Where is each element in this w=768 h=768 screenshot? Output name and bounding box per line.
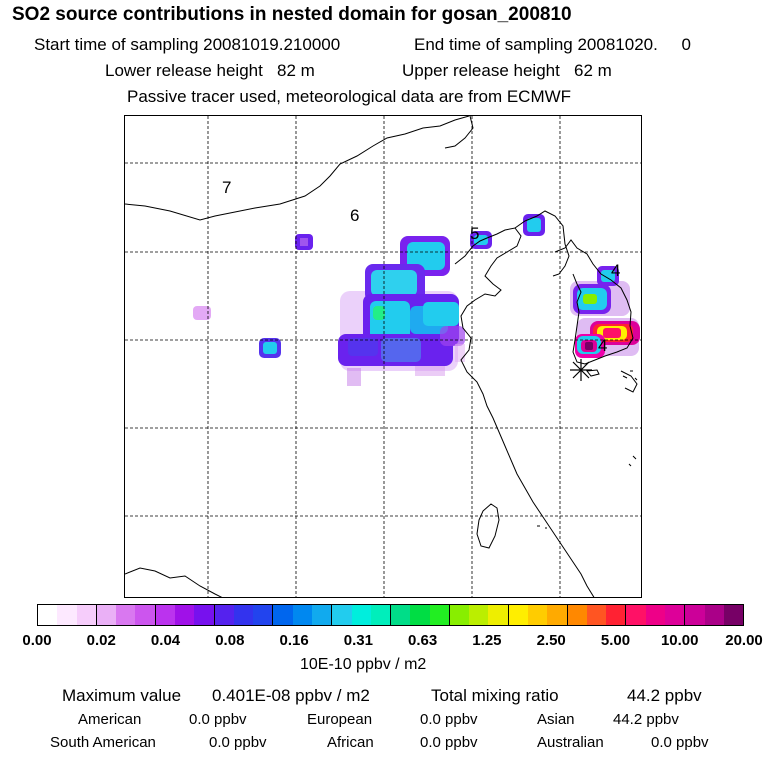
colorbar-swatch <box>429 605 450 625</box>
plot-title: SO2 source contributions in nested domai… <box>12 4 572 25</box>
colorbar-swatch <box>351 605 371 625</box>
colorbar-unit: 10E-10 ppbv / m2 <box>300 656 427 673</box>
colorbar-tick-label: 10.00 <box>660 632 699 649</box>
southwest-border <box>125 567 223 597</box>
source-value-african: 0.0 ppbv <box>420 734 478 751</box>
upper-release-text: Upper release height 62 m <box>402 61 612 80</box>
colorbar-swatch <box>586 605 607 625</box>
colorbar-tick-label: 20.00 <box>725 632 763 649</box>
colorbar-swatch <box>311 605 333 625</box>
colorbar-tick-label: 0.16 <box>279 632 309 649</box>
colorbar-swatch <box>214 605 234 625</box>
total-mixing-value: 44.2 ppbv <box>627 686 702 705</box>
plume-north-china <box>338 236 465 386</box>
colorbar-tick-label: 5.00 <box>600 632 631 649</box>
region-label-7: 7 <box>222 178 231 197</box>
lower-release-text: Lower release height 82 m <box>105 61 315 80</box>
colorbar-swatch <box>665 605 686 625</box>
colorbar-swatch <box>723 605 744 625</box>
tracer-note-text: Passive tracer used, meteorological data… <box>127 87 572 106</box>
source-value-european: 0.0 ppbv <box>420 711 478 728</box>
colorbar-swatch <box>332 605 352 625</box>
jeju-island <box>586 369 600 377</box>
colorbar-swatch <box>174 605 195 625</box>
colorbar-swatch <box>704 605 724 625</box>
colorbar-swatch <box>370 605 392 625</box>
max-value: 0.401E-08 ppbv / m2 <box>212 686 370 705</box>
total-mixing-label: Total mixing ratio <box>431 686 559 705</box>
colorbar-swatch <box>292 605 312 625</box>
region-label-4b: 4 <box>598 336 607 355</box>
max-value-label: Maximum value <box>62 686 182 705</box>
colorbar-swatch <box>645 605 665 625</box>
colorbar-swatch <box>76 605 97 625</box>
end-time-text: End time of sampling 20081020. 0 <box>414 35 691 54</box>
colorbar-swatch <box>155 605 175 625</box>
map-canvas: 7 6 5 4 4 <box>125 116 641 597</box>
colorbar-swatch <box>567 605 587 625</box>
source-name-american: American <box>78 711 142 728</box>
region-label-6: 6 <box>350 206 359 225</box>
korea-peninsula <box>554 239 634 365</box>
colorbar-tick-label: 0.63 <box>408 632 438 649</box>
colorbar-swatch <box>38 605 58 625</box>
china-mongolia-east <box>444 116 474 149</box>
colorbar-swatch <box>488 605 509 625</box>
liaodong-peninsula <box>514 210 570 277</box>
graticule <box>125 116 641 597</box>
source-name-european: European <box>307 711 373 728</box>
colorbar-swatch <box>410 605 430 625</box>
source-value-australian: 0.0 ppbv <box>651 734 709 751</box>
colorbar <box>37 604 744 626</box>
colorbar-swatch <box>253 605 274 625</box>
source-value-south-american: 0.0 ppbv <box>209 734 267 751</box>
colorbar-tick-label: 1.25 <box>472 632 502 649</box>
japan-kyushu-west <box>620 370 638 393</box>
taiwan-island <box>476 503 500 549</box>
region-label-5: 5 <box>470 224 479 243</box>
colorbar-swatch <box>233 605 254 625</box>
small-islands <box>537 370 638 529</box>
source-name-asian: Asian <box>537 711 575 728</box>
colorbar-tick-label: 0.00 <box>22 632 52 649</box>
source-value-asian: 44.2 ppbv <box>613 711 679 728</box>
source-name-australian: Australian <box>537 734 604 751</box>
source-value-american: 0.0 ppbv <box>189 711 247 728</box>
colorbar-swatch <box>273 605 293 625</box>
receptor-star-marker <box>570 359 592 381</box>
colorbar-tick-label: 0.04 <box>150 632 181 649</box>
coastline-layer <box>125 116 638 597</box>
source-name-african: African <box>327 734 374 751</box>
colorbar-swatch <box>96 605 117 625</box>
plume-layer <box>193 214 640 386</box>
colorbar-swatch <box>194 605 215 625</box>
start-time-text: Start time of sampling 20081019.210000 <box>34 35 341 54</box>
colorbar-swatch <box>626 605 646 625</box>
colorbar-swatch <box>547 605 568 625</box>
colorbar-swatch <box>116 605 136 625</box>
colorbar-swatch <box>508 605 529 625</box>
map-panel: 7 6 5 4 4 <box>124 115 642 598</box>
bohai-coast <box>454 227 595 597</box>
colorbar-swatch <box>528 605 548 625</box>
colorbar-tick-label: 0.08 <box>215 632 245 649</box>
colorbar-swatch <box>606 605 627 625</box>
colorbar-tick-label: 0.02 <box>86 632 116 649</box>
colorbar-swatch <box>135 605 156 625</box>
colorbar-tick-label: 0.31 <box>343 632 373 649</box>
colorbar-tick-label: 2.50 <box>536 632 566 649</box>
colorbar-swatch <box>391 605 411 625</box>
colorbar-swatch <box>449 605 470 625</box>
region-label-4a: 4 <box>611 261 620 280</box>
colorbar-swatch <box>469 605 489 625</box>
source-name-south-american: South American <box>50 734 156 751</box>
plume-korea <box>570 266 640 358</box>
colorbar-swatch <box>57 605 77 625</box>
inner-mongolia-border <box>125 116 470 221</box>
colorbar-swatch <box>685 605 705 625</box>
